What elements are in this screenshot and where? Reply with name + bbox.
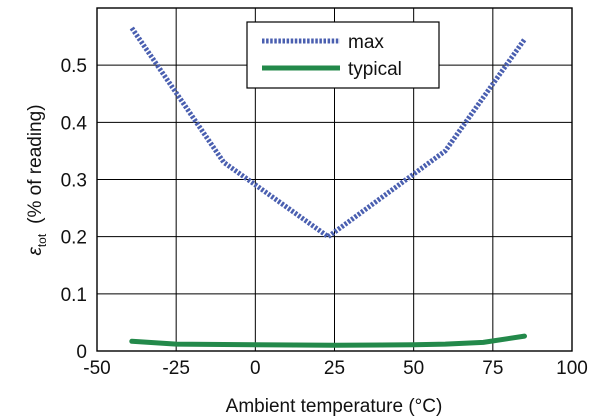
legend-label-typical: typical [348,59,402,80]
plot-frame [96,7,573,352]
tick-labels: -50 -25 0 25 50 75 100 0 0.1 0.2 0.3 0.4 0.5 [61,56,588,379]
legend: max typical [246,21,440,89]
y-tick-label: 0.3 [61,171,87,192]
x-tick-label: 100 [556,358,588,379]
y-axis-subscript: tot [35,233,49,247]
x-tick-label: 50 [403,358,424,379]
legend-box [246,21,440,89]
series-line-max [129,26,527,240]
series-layer [129,26,527,348]
x-tick-label: 75 [482,358,503,379]
y-tick-label: 0.2 [61,228,87,249]
svg-text:εtot(% of reading): εtot (% of reading) [25,104,49,255]
x-tick-label: -25 [162,358,189,379]
x-tick-label: 0 [250,358,261,379]
x-tick-label: 25 [324,358,345,379]
y-tick-label: 0.4 [61,113,88,134]
y-tick-label: 0.1 [61,285,87,306]
y-tick-label: 0 [76,342,87,363]
y-axis-title: εtot (% of reading) [25,104,49,255]
y-axis-symbol: ε [25,247,46,256]
legend-label-max: max [348,32,384,53]
y-tick-label: 0.5 [61,56,87,77]
y-axis-unit: (% of reading) [25,104,46,223]
x-axis-title: Ambient temperature (°C) [226,396,443,417]
series-line-typical [129,333,527,348]
x-tick-label: -50 [83,358,110,379]
